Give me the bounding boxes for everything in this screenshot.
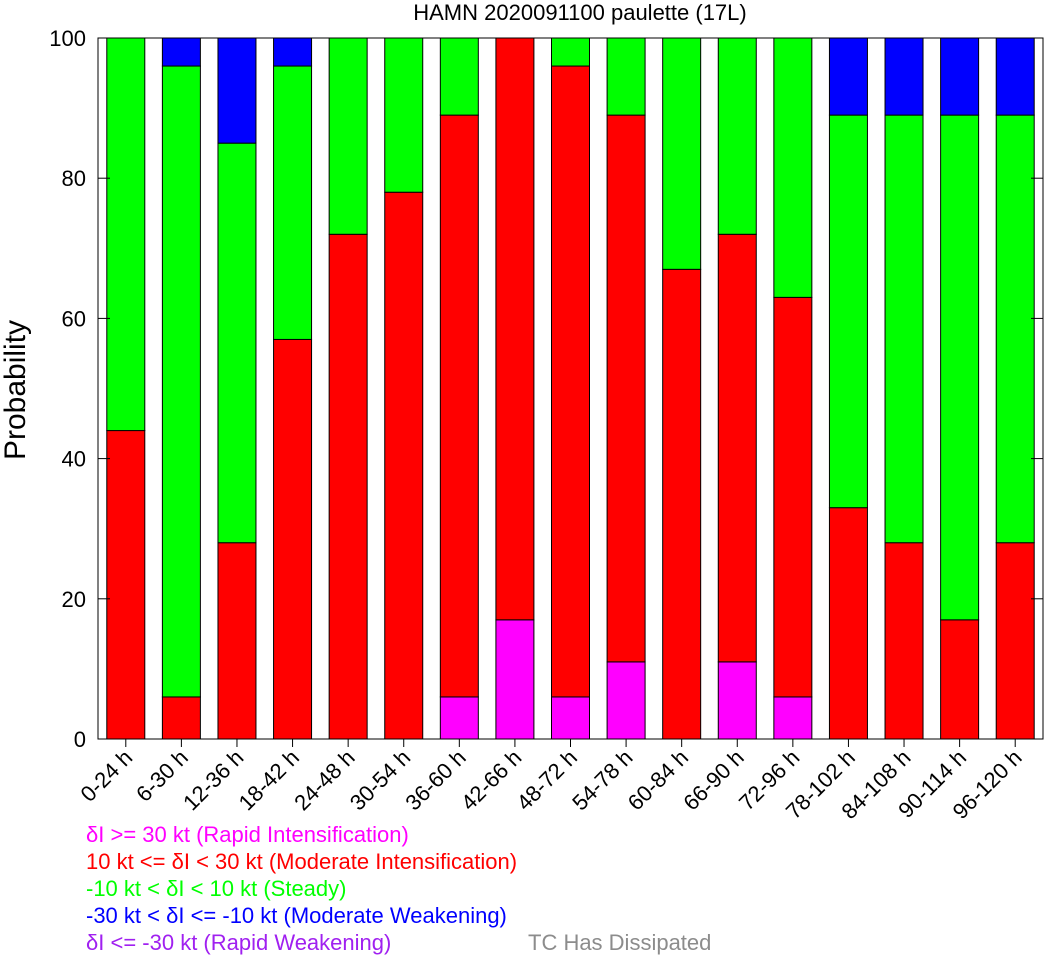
- bar-segment-66-90h-s1: [717, 233, 757, 663]
- bar-segment-48-72h-s2: [551, 37, 590, 67]
- bar-segment-78-102h-s1: [828, 507, 868, 740]
- bar-segment-66-90h-s2: [717, 37, 757, 235]
- x-tick-label: 48-72 h: [512, 745, 582, 815]
- bar-segment-0-24h-s1: [106, 430, 146, 740]
- bar-segment-84-108h-s3: [884, 37, 924, 116]
- y-tick-label: 100: [49, 26, 86, 51]
- bar-segment-18-42h-s3: [273, 37, 313, 67]
- bar-segment-30-54h-s2: [384, 37, 424, 193]
- bar-segment-12-36h-s2: [217, 142, 257, 544]
- bar-segment-78-102h-s2: [828, 114, 868, 509]
- bar-segment-42-66h-s1: [495, 37, 535, 621]
- x-tick-label: 66-90 h: [678, 745, 748, 815]
- bar-segment-72-96h-s0: [773, 696, 813, 740]
- bar-segment-60-84h-s1: [662, 268, 702, 740]
- plot-frame: [97, 37, 1044, 740]
- y-tick-label: 60: [62, 306, 86, 331]
- x-tick-label: 18-42 h: [234, 745, 304, 815]
- bar-segment-0-24h-s2: [106, 37, 146, 432]
- legend-entry: -30 kt < δI <= -10 kt (Moderate Weakenin…: [86, 903, 507, 928]
- legend-dissipated-label: TC Has Dissipated: [528, 930, 712, 955]
- x-tick-label: 60-84 h: [623, 745, 693, 815]
- bar-segment-6-30h-s2: [161, 65, 201, 698]
- bar-segment-96-120h-s1: [995, 542, 1035, 740]
- y-tick-label: 80: [62, 166, 86, 191]
- x-tick-label: 24-48 h: [289, 745, 359, 815]
- bar-stacks: [106, 37, 1035, 740]
- y-tick-label: 20: [62, 587, 86, 612]
- bar-segment-18-42h-s1: [273, 338, 313, 740]
- bar-segment-72-96h-s1: [773, 296, 813, 698]
- legend-entry: δI <= -30 kt (Rapid Weakening): [86, 930, 392, 955]
- bar-segment-48-72h-s0: [551, 696, 590, 740]
- bar-segment-36-60h-s0: [439, 696, 479, 740]
- x-tick-label: 0-24 h: [76, 745, 138, 807]
- bar-segment-48-72h-s1: [551, 65, 590, 698]
- bar-segment-6-30h-s1: [161, 696, 201, 740]
- x-tick-label: 12-36 h: [178, 745, 248, 815]
- legend-entry: 10 kt <= δI < 30 kt (Moderate Intensific…: [86, 849, 518, 874]
- bar-segment-36-60h-s1: [439, 114, 479, 698]
- bar-segment-78-102h-s3: [828, 37, 868, 116]
- bar-segment-42-66h-s0: [495, 619, 535, 740]
- bar-segment-30-54h-s1: [384, 191, 424, 740]
- bar-segment-36-60h-s2: [439, 37, 479, 116]
- bar-segment-12-36h-s3: [217, 37, 257, 144]
- bar-segment-72-96h-s2: [773, 37, 813, 298]
- legend-entry: δI >= 30 kt (Rapid Intensification): [86, 822, 409, 847]
- bar-segment-60-84h-s2: [662, 37, 702, 270]
- bar-segment-84-108h-s1: [884, 542, 924, 740]
- bar-segment-6-30h-s3: [161, 37, 201, 67]
- bar-segment-18-42h-s2: [273, 65, 313, 340]
- x-tick-label: 36-60 h: [400, 745, 470, 815]
- bar-segment-54-78h-s2: [606, 37, 646, 116]
- chart-title: HAMN 2020091100 paulette (17L): [413, 0, 746, 25]
- bar-segment-24-48h-s2: [328, 37, 368, 235]
- bar-segment-90-114h-s3: [940, 37, 980, 116]
- y-tick-label: 40: [62, 447, 86, 472]
- bar-segment-96-120h-s2: [995, 114, 1035, 544]
- x-tick-label: 54-78 h: [567, 745, 637, 815]
- bar-segment-90-114h-s2: [940, 114, 980, 621]
- bar-segment-54-78h-s1: [606, 114, 646, 663]
- x-tick-label: 30-54 h: [345, 745, 415, 815]
- y-axis-label: Probability: [0, 320, 32, 460]
- bar-segment-90-114h-s1: [940, 619, 980, 740]
- bar-segment-12-36h-s1: [217, 542, 257, 740]
- bar-segment-96-120h-s3: [995, 37, 1035, 116]
- bar-segment-24-48h-s1: [328, 233, 368, 740]
- bar-segment-54-78h-s0: [606, 661, 646, 740]
- bar-segment-84-108h-s2: [884, 114, 924, 544]
- legend-entry: -10 kt < δI < 10 kt (Steady): [86, 876, 347, 901]
- bar-segment-66-90h-s0: [717, 661, 757, 740]
- y-tick-label: 0: [74, 727, 86, 752]
- x-tick-label: 42-66 h: [456, 745, 526, 815]
